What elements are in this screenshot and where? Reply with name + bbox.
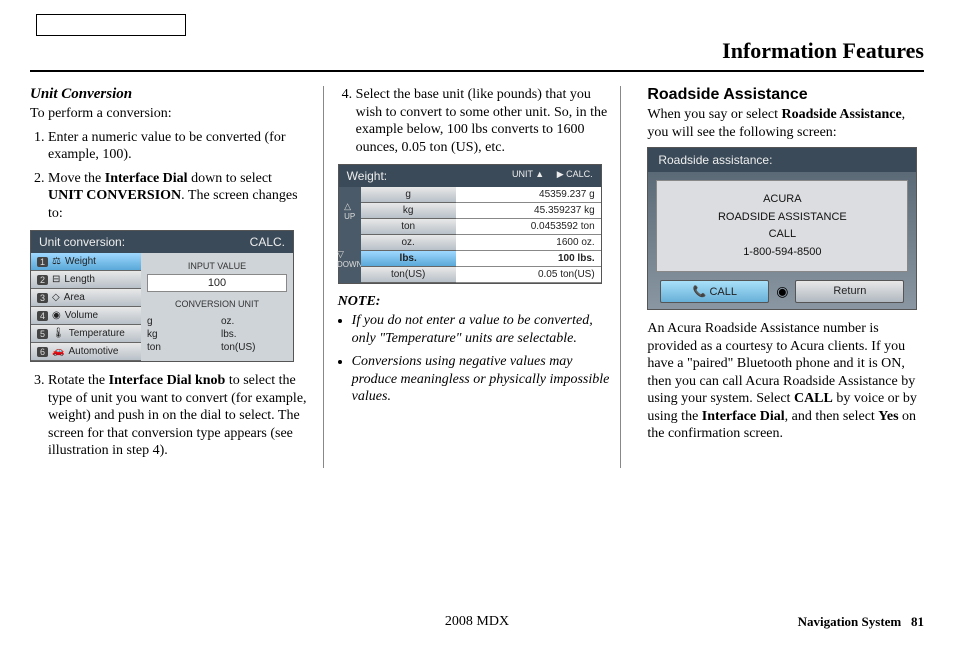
rs-body-mid2: , and then select — [785, 409, 879, 424]
uc-item-volume[interactable]: 4◉Volume — [31, 307, 141, 325]
rs-buttons: 📞 CALL ◉ Return — [648, 280, 916, 303]
wt-left-units: gkgtonoz.lbs.ton(US) — [361, 187, 456, 283]
uc-unit-ton: ton — [147, 342, 213, 353]
wt-val-1: 45.359237 kg — [456, 203, 601, 219]
unit-conversion-heading: Unit Conversion — [30, 86, 307, 103]
wt-val-5: 0.05 ton(US) — [456, 267, 601, 283]
rs-line1: ACURA — [661, 191, 903, 209]
uc-unit-g: g — [147, 316, 213, 327]
wt-unit-btn: UNIT ▲ — [512, 169, 544, 179]
roadside-screen: Roadside assistance: ACURA ROADSIDE ASSI… — [647, 147, 917, 310]
footer-page: 81 — [911, 614, 924, 629]
footer-right: Navigation System 81 — [798, 614, 924, 630]
wt-val-3: 1600 oz. — [456, 235, 601, 251]
rs-body-b2: Interface Dial — [702, 409, 785, 424]
step-1: Enter a numeric value to be converted (f… — [48, 129, 307, 164]
wt-right-vals: 45359.237 g45.359237 kg0.0453592 ton1600… — [456, 187, 601, 283]
note-1: If you do not enter a value to be conver… — [352, 312, 615, 347]
wt-calc-btn: ▶ CALC. — [557, 169, 593, 179]
uc-unit-lbs: lbs. — [221, 329, 287, 340]
uc-unit-grid: g oz. kg lbs. ton ton(US) — [147, 316, 287, 353]
weight-screen: Weight: UNIT ▲ ▶ CALC. △UP ▽DOWN gkgtono… — [338, 164, 602, 284]
wt-header: Weight: UNIT ▲ ▶ CALC. — [339, 165, 601, 187]
page-footer: 2008 MDX Navigation System 81 — [0, 614, 954, 630]
rs-body-b1: CALL — [794, 391, 833, 406]
uc-screen-header: Unit conversion: CALC. — [31, 231, 293, 253]
wt-unit-g[interactable]: g — [361, 187, 456, 203]
note-label: NOTE: — [338, 294, 615, 310]
uc-item-area[interactable]: 3◇Area — [31, 289, 141, 307]
uc-left-list: 1⚖Weight2⊟Length3◇Area4◉Volume5🌡Temperat… — [31, 253, 141, 361]
footer-sys: Navigation System — [798, 614, 902, 629]
uc-input-label: INPUT VALUE — [147, 261, 287, 271]
rs-line2: ROADSIDE ASSISTANCE — [661, 209, 903, 227]
rs-call-button[interactable]: 📞 CALL — [660, 280, 769, 303]
unit-conversion-screen: Unit conversion: CALC. 1⚖Weight2⊟Length3… — [30, 230, 294, 362]
uc-conv-label: CONVERSION UNIT — [147, 299, 287, 309]
rs-line4: 1-800-594-8500 — [661, 244, 903, 262]
unit-conversion-steps-4: Select the base unit (like pounds) that … — [338, 86, 615, 156]
top-empty-box — [36, 14, 186, 36]
uc-item-weight[interactable]: 1⚖Weight — [31, 253, 141, 271]
uc-item-temperature[interactable]: 5🌡Temperature — [31, 325, 141, 343]
step-3: Rotate the Interface Dial knob to select… — [48, 372, 307, 460]
note-2: Conversions using negative values may pr… — [352, 353, 615, 406]
note-list: If you do not enter a value to be conver… — [338, 312, 615, 406]
wt-unit-tonUS[interactable]: ton(US) — [361, 267, 456, 283]
unit-conversion-steps: Enter a numeric value to be converted (f… — [30, 129, 307, 223]
wt-val-0: 45359.237 g — [456, 187, 601, 203]
roadside-intro: When you say or select Roadside Assistan… — [647, 106, 924, 141]
step-2: Move the Interface Dial down to select U… — [48, 170, 307, 223]
roadside-body: An Acura Roadside Assistance number is p… — [647, 320, 924, 443]
unit-conversion-intro: To perform a conversion: — [30, 105, 307, 123]
rs-intro-bold: Roadside Assistance — [781, 107, 901, 122]
footer-model: 2008 MDX — [445, 614, 509, 630]
rs-intro-pre: When you say or select — [647, 107, 781, 122]
column-3: Roadside Assistance When you say or sele… — [637, 86, 924, 468]
wt-val-2: 0.0453592 ton — [456, 219, 601, 235]
wt-unit-ton[interactable]: ton — [361, 219, 456, 235]
uc-screen-calc: CALC. — [250, 235, 285, 249]
uc-unit-kg: kg — [147, 329, 213, 340]
wt-side-arrows: △UP ▽DOWN — [339, 187, 361, 283]
uc-unit-oz: oz. — [221, 316, 287, 327]
rs-return-button[interactable]: Return — [795, 280, 904, 303]
wt-val-4: 100 lbs. — [456, 251, 601, 267]
uc-screen-title: Unit conversion: — [39, 235, 125, 249]
uc-right-panel: INPUT VALUE 100 CONVERSION UNIT g oz. kglb… — [141, 253, 293, 361]
column-wrap: Unit Conversion To perform a conversion:… — [30, 86, 924, 468]
rs-body-b3: Yes — [878, 409, 898, 424]
rs-screen-title: Roadside assistance: — [648, 148, 916, 172]
step-4: Select the base unit (like pounds) that … — [356, 86, 615, 156]
uc-item-automotive[interactable]: 6🚗Automotive — [31, 343, 141, 361]
rs-screen-message: ACURA ROADSIDE ASSISTANCE CALL 1-800-594… — [656, 180, 908, 272]
column-1: Unit Conversion To perform a conversion:… — [30, 86, 307, 468]
rs-call-label: CALL — [709, 286, 737, 298]
uc-item-length[interactable]: 2⊟Length — [31, 271, 141, 289]
page-title: Information Features — [30, 38, 924, 72]
column-2: Select the base unit (like pounds) that … — [323, 86, 622, 468]
roadside-heading: Roadside Assistance — [647, 86, 924, 104]
rs-line3: CALL — [661, 226, 903, 244]
joystick-icon: ◉ — [773, 280, 791, 303]
wt-unit-kg[interactable]: kg — [361, 203, 456, 219]
uc-input-value: 100 — [147, 274, 287, 292]
wt-unit-lbs[interactable]: lbs. — [361, 251, 456, 267]
uc-unit-tonUS: ton(US) — [221, 342, 287, 353]
unit-conversion-steps-cont: Rotate the Interface Dial knob to select… — [30, 372, 307, 460]
wt-title: Weight: — [347, 169, 387, 183]
wt-unit-oz[interactable]: oz. — [361, 235, 456, 251]
